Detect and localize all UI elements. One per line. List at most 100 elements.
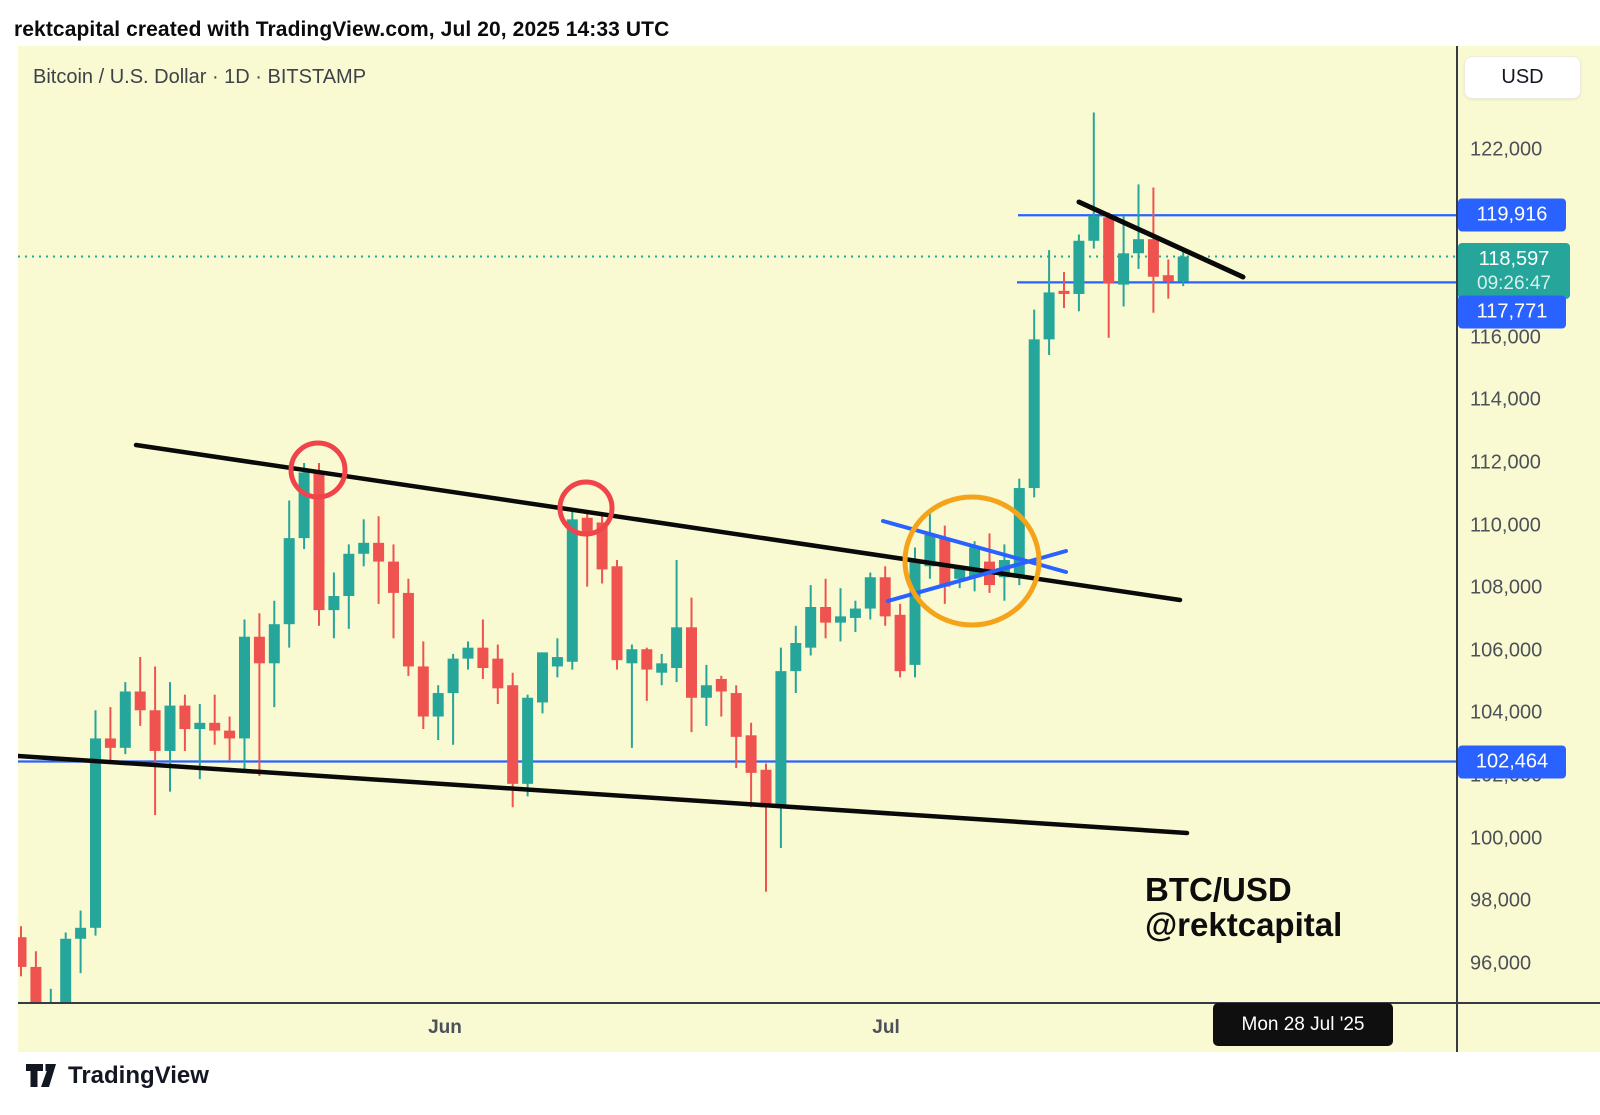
candle-may-30 xyxy=(417,641,429,730)
candle-may-14 xyxy=(179,694,191,751)
y-tick-112000: 112,000 xyxy=(1470,451,1541,474)
candle-jul-11 xyxy=(1043,250,1055,356)
candle-jun-3 xyxy=(477,619,489,679)
candle-may-23 xyxy=(313,463,325,626)
candle-may-31 xyxy=(432,685,444,741)
candle-jun-5 xyxy=(507,672,519,808)
attribution-text: rektcapital created with TradingView.com… xyxy=(14,18,670,41)
candle-jun-4 xyxy=(492,644,504,705)
candle-jul-19 xyxy=(1162,259,1174,299)
candle-jun-12 xyxy=(611,560,623,670)
candle-jul-16 xyxy=(1118,215,1130,307)
candle-may-4 xyxy=(30,951,42,1003)
candle-jul-1 xyxy=(894,603,906,678)
pennant-lower[interactable] xyxy=(886,549,1068,603)
candle-may-28 xyxy=(388,544,399,639)
candle-may-6 xyxy=(60,932,72,1003)
candle-jul-6 xyxy=(969,541,981,592)
candle-may-25 xyxy=(343,544,355,629)
symbol-title[interactable]: Bitcoin / U.S. Dollar · 1D · BITSTAMP xyxy=(33,66,367,88)
x-label-jun: Jun xyxy=(428,1017,462,1038)
candle-jun-2 xyxy=(462,641,474,670)
candle-jun-6 xyxy=(522,694,534,797)
red-circle-2[interactable] xyxy=(557,479,615,537)
candle-jul-12 xyxy=(1058,272,1070,309)
candle-jun-23 xyxy=(775,647,787,848)
candle-jun-8 xyxy=(551,638,563,678)
candle-jul-7 xyxy=(984,533,995,593)
candle-may-18 xyxy=(239,619,250,773)
candle-jun-24 xyxy=(790,625,802,694)
price-badge-119916: 119,916 xyxy=(1458,198,1566,232)
candle-jun-7 xyxy=(537,652,548,714)
candle-may-7 xyxy=(75,910,87,974)
y-tick-122000: 122,000 xyxy=(1470,138,1543,161)
y-tick-100000: 100,000 xyxy=(1470,827,1543,850)
price-badge-102464: 102,464 xyxy=(1458,745,1566,779)
candle-may-24 xyxy=(328,572,340,639)
price-badge-118597: 118,597 09:26:47 xyxy=(1458,243,1570,299)
crosshair-date-badge: Mon 28 Jul '25 xyxy=(1213,1003,1393,1046)
candle-jun-14 xyxy=(641,647,653,701)
trendline-channel-bottom[interactable] xyxy=(18,753,1190,836)
trendline-channel-top[interactable] xyxy=(133,442,1183,603)
candle-may-16 xyxy=(209,694,221,745)
candle-jun-18 xyxy=(700,664,712,726)
candle-jul-5 xyxy=(954,566,966,589)
y-tick-98000: 98,000 xyxy=(1470,889,1532,912)
currency-unit-button[interactable]: USD xyxy=(1464,56,1581,99)
y-tick-116000: 116,000 xyxy=(1470,326,1541,349)
candle-may-10 xyxy=(119,682,131,755)
watermark: BTC/USD @rektcapital xyxy=(1145,872,1342,942)
candle-jun-29 xyxy=(864,572,876,620)
candle-jun-9 xyxy=(566,508,578,670)
candle-jul-10 xyxy=(1028,309,1040,498)
candle-jul-15 xyxy=(1103,212,1115,338)
candle-jun-28 xyxy=(849,600,861,633)
candle-jun-20 xyxy=(730,685,742,769)
candle-jun-15 xyxy=(656,653,668,686)
watermark-handle: @rektcapital xyxy=(1145,906,1343,943)
orange-circle[interactable] xyxy=(902,494,1042,628)
candle-may-21 xyxy=(283,500,295,648)
chart-pane[interactable] xyxy=(16,112,1458,1035)
candle-jul-2 xyxy=(909,547,921,678)
candle-may-17 xyxy=(224,716,236,761)
candle-jul-3 xyxy=(924,511,936,579)
candle-may-20 xyxy=(268,600,280,708)
candle-jul-13 xyxy=(1073,234,1085,312)
y-tick-110000: 110,000 xyxy=(1470,514,1541,537)
candle-may-3 xyxy=(18,926,27,977)
watermark-symbol: BTC/USD xyxy=(1145,871,1292,908)
candle-may-9 xyxy=(104,707,116,764)
x-label-jul: Jul xyxy=(872,1017,900,1038)
candle-jun-17 xyxy=(686,597,697,733)
candle-may-8 xyxy=(90,710,101,936)
candle-may-13 xyxy=(164,682,176,792)
trendline-flag-resistance[interactable] xyxy=(1076,199,1246,280)
y-tick-108000: 108,000 xyxy=(1470,576,1543,599)
candle-jul-9 xyxy=(1013,478,1025,586)
chart-background xyxy=(18,46,1600,1052)
candle-jun-21 xyxy=(745,722,757,808)
candle-jul-18 xyxy=(1147,187,1159,313)
candle-jun-25 xyxy=(805,585,817,656)
candle-jul-14 xyxy=(1088,112,1100,249)
price-badge-117771: 117,771 xyxy=(1458,295,1566,329)
y-tick-96000: 96,000 xyxy=(1470,952,1532,975)
candle-jun-27 xyxy=(835,588,846,642)
candle-jun-26 xyxy=(820,578,832,639)
candle-may-26 xyxy=(358,519,370,567)
y-tick-114000: 114,000 xyxy=(1470,388,1541,411)
y-tick-104000: 104,000 xyxy=(1470,701,1543,724)
candle-jun-13 xyxy=(626,644,638,748)
countdown-timer: 09:26:47 xyxy=(1477,273,1551,294)
candle-may-12 xyxy=(149,666,161,816)
tradingview-branding[interactable]: TradingView xyxy=(25,1062,209,1090)
candle-jun-10 xyxy=(581,513,593,587)
candle-jun-30 xyxy=(879,566,891,626)
tradingview-logo-text: TradingView xyxy=(68,1062,209,1089)
tradingview-logo-icon xyxy=(25,1063,58,1089)
red-circle-1[interactable] xyxy=(288,440,348,500)
